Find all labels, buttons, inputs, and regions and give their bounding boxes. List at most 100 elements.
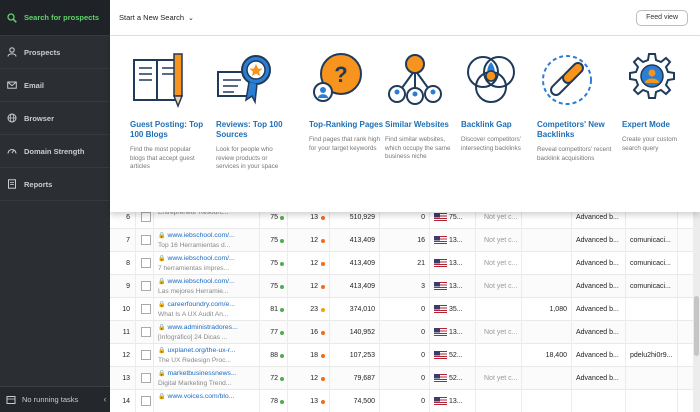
- search-card-backlink-gap[interactable]: Backlink Gap Discover competitors' inter…: [461, 50, 537, 153]
- table-row[interactable]: 7 🔒 www.iebschool.com/... Top 16 Herramie…: [110, 229, 693, 252]
- table-row[interactable]: 10 🔒 careerfoundry.com/e... What Is A UX …: [110, 298, 693, 321]
- country-value: 52...: [449, 352, 463, 359]
- lock-icon: 🔒: [158, 279, 166, 285]
- page-authority: 12: [310, 375, 318, 382]
- sidebar-item-browser[interactable]: Browser: [0, 102, 110, 135]
- page-url-link[interactable]: 🔒 www.iebschool.com/...: [158, 254, 259, 264]
- page-url-link[interactable]: 🔒 careerfoundry.com/e...: [158, 300, 259, 310]
- page-title: The UX Redesign Proc...: [158, 357, 231, 364]
- checkbox[interactable]: [141, 327, 151, 337]
- value-cell: [522, 275, 572, 298]
- row-checkbox[interactable]: [136, 298, 154, 321]
- start-search-dropdown[interactable]: Start a New Search ⌄: [119, 13, 194, 22]
- checkbox[interactable]: [141, 281, 151, 291]
- row-number: 11: [110, 321, 136, 344]
- search-card-desc: Create your custom search query: [622, 136, 677, 152]
- page-url[interactable]: www.administradores...: [167, 324, 238, 331]
- row-checkbox[interactable]: [136, 390, 154, 412]
- row-checkbox[interactable]: [136, 321, 154, 344]
- checkbox[interactable]: [141, 235, 151, 245]
- page-url-link[interactable]: 🔒 marketbusinessnews...: [158, 369, 259, 379]
- status-dot: [321, 354, 325, 358]
- page-authority-cell: 12: [288, 229, 330, 252]
- search-card-top-ranking-pages[interactable]: ? Top-Ranking Pages Find pages that rank…: [309, 50, 385, 153]
- domain-authority-cell: 75: [260, 252, 288, 275]
- search-card-similar-websites[interactable]: Similar Websites Find similar websites, …: [385, 50, 461, 162]
- page-url[interactable]: www.iebschool.com/...: [167, 255, 235, 262]
- page-url-link[interactable]: 🔒 www.administradores...: [158, 323, 259, 333]
- domain-authority-cell: 77: [260, 321, 288, 344]
- feed-view-button[interactable]: Feed view: [636, 10, 688, 26]
- table-row[interactable]: 13 🔒 marketbusinessnews... Digital Market…: [110, 367, 693, 390]
- page-url-link[interactable]: 🔒 www.voices.com/blo...: [158, 392, 259, 402]
- search-method-cell: Advanced b...: [572, 344, 626, 367]
- sidebar-item-email[interactable]: Email: [0, 69, 110, 102]
- search-card-competitors-new-backlinks[interactable]: Competitors' New Backlinks Reveal compet…: [537, 50, 613, 163]
- sidebar-item-prospects[interactable]: Prospects: [0, 36, 110, 69]
- table-row[interactable]: 9 🔒 www.iebschool.com/... Las mejores Her…: [110, 275, 693, 298]
- checkbox[interactable]: [141, 212, 151, 222]
- page-cell[interactable]: 🔒 careerfoundry.com/e... What Is A UX Aud…: [154, 298, 260, 321]
- status-dot: [280, 377, 284, 381]
- page-url-link[interactable]: 🔒 www.iebschool.com/...: [158, 231, 259, 241]
- traffic-cell: 374,010: [330, 298, 380, 321]
- traffic-cell: 140,952: [330, 321, 380, 344]
- page-authority: 12: [310, 260, 318, 267]
- sidebar-item-domain-strength[interactable]: Domain Strength: [0, 135, 110, 168]
- page-url[interactable]: www.iebschool.com/...: [167, 278, 235, 285]
- page-cell[interactable]: 🔒 Entrepreneur Resourc...: [154, 206, 260, 229]
- search-icon: [6, 12, 18, 24]
- table-row[interactable]: 8 🔒 www.iebschool.com/... 7 herramientas …: [110, 252, 693, 275]
- row-checkbox[interactable]: [136, 344, 154, 367]
- vertical-scrollbar[interactable]: [693, 206, 700, 412]
- page-title: Top 16 Herramientas d...: [158, 242, 231, 249]
- sidebar-item-search-for-prospects[interactable]: Search for prospects: [0, 0, 110, 36]
- search-card-reviews[interactable]: Reviews: Top 100 Sources Look for people…: [216, 50, 292, 172]
- page-cell[interactable]: 🔒 www.voices.com/blo...: [154, 390, 260, 412]
- sidebar-item-reports[interactable]: Reports: [0, 168, 110, 201]
- table-row[interactable]: 11 🔒 www.administradores... [Infográfico]…: [110, 321, 693, 344]
- page-url[interactable]: uxplanet.org/the-ux-r...: [167, 347, 236, 354]
- domain-authority-cell: 75: [260, 229, 288, 252]
- task-status-label: No running tasks: [22, 395, 79, 404]
- page-authority-cell: 18: [288, 344, 330, 367]
- page-title: What Is A UX Audit An...: [158, 311, 229, 318]
- row-checkbox[interactable]: [136, 252, 154, 275]
- row-number: 6: [110, 206, 136, 229]
- page-url[interactable]: www.iebschool.com/...: [167, 232, 235, 239]
- table-row[interactable]: 6 🔒 Entrepreneur Resourc... 75 13 510,92…: [110, 206, 693, 229]
- page-cell[interactable]: 🔒 marketbusinessnews... Digital Marketing…: [154, 367, 260, 390]
- status-cell: Not yet c...: [476, 206, 522, 229]
- page-cell[interactable]: 🔒 www.administradores... [Infográfico] 24…: [154, 321, 260, 344]
- page-cell[interactable]: 🔒 www.iebschool.com/... 7 herramientas im…: [154, 252, 260, 275]
- row-checkbox[interactable]: [136, 367, 154, 390]
- page-url[interactable]: marketbusinessnews...: [167, 370, 237, 377]
- domain-authority-cell: 81: [260, 298, 288, 321]
- checkbox[interactable]: [141, 350, 151, 360]
- row-checkbox[interactable]: [136, 275, 154, 298]
- checkbox[interactable]: [141, 258, 151, 268]
- page-authority: 12: [310, 283, 318, 290]
- page-cell[interactable]: 🔒 www.iebschool.com/... Las mejores Herra…: [154, 275, 260, 298]
- lock-icon: 🔒: [158, 371, 166, 377]
- task-status[interactable]: No running tasks: [0, 386, 110, 412]
- us-flag-icon: [434, 328, 447, 337]
- page-url[interactable]: www.voices.com/blo...: [167, 393, 235, 400]
- page-url[interactable]: careerfoundry.com/e...: [167, 301, 235, 308]
- page-url-link[interactable]: 🔒 uxplanet.org/the-ux-r...: [158, 346, 259, 356]
- row-checkbox[interactable]: [136, 229, 154, 252]
- collapse-sidebar-icon[interactable]: ‹: [103, 394, 107, 404]
- page-url-link[interactable]: 🔒 www.iebschool.com/...: [158, 277, 259, 287]
- page-cell[interactable]: 🔒 www.iebschool.com/... Top 16 Herramient…: [154, 229, 260, 252]
- checkbox[interactable]: [141, 373, 151, 383]
- page-cell[interactable]: 🔒 uxplanet.org/the-ux-r... The UX Redesig…: [154, 344, 260, 367]
- row-checkbox[interactable]: [136, 206, 154, 229]
- table-row[interactable]: 14 🔒 www.voices.com/blo... 78 13 74,500 0…: [110, 390, 693, 412]
- scrollbar-thumb[interactable]: [694, 296, 699, 356]
- search-card-expert-mode[interactable]: Expert Mode Create your custom search qu…: [622, 50, 690, 153]
- table-row[interactable]: 12 🔒 uxplanet.org/the-ux-r... The UX Rede…: [110, 344, 693, 367]
- checkbox[interactable]: [141, 396, 151, 406]
- checkbox[interactable]: [141, 304, 151, 314]
- search-card-guest-posting[interactable]: Guest Posting: Top 100 Blogs Find the mo…: [130, 50, 206, 172]
- status-cell: [476, 390, 522, 412]
